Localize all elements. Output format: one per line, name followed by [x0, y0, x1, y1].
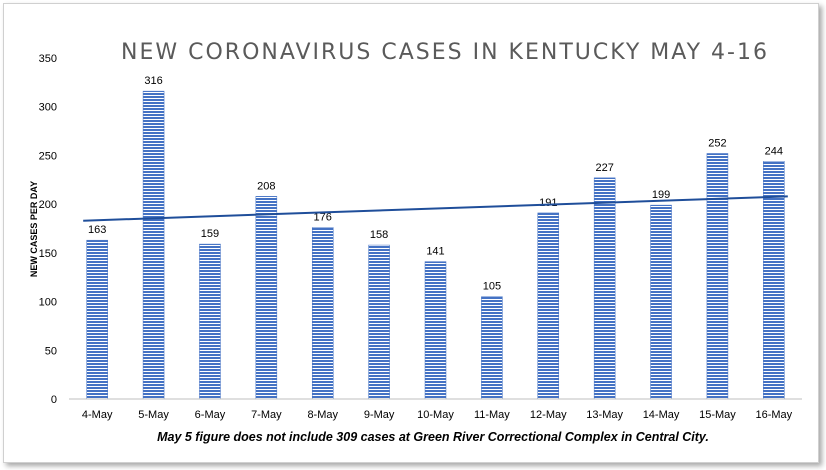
data-label: 141 — [426, 246, 444, 258]
bar — [368, 244, 390, 400]
x-tick-label: 9-May — [364, 409, 395, 421]
trendline — [83, 195, 788, 222]
y-tick-label: 0 — [51, 394, 57, 406]
x-tick-label: 11-May — [474, 409, 510, 421]
x-tick-label: 14-May — [643, 409, 680, 421]
bar — [481, 296, 503, 400]
data-label: 191 — [539, 197, 557, 209]
data-label: 208 — [257, 180, 275, 192]
x-tick-label: 15-May — [699, 409, 736, 421]
data-label: 199 — [652, 189, 670, 201]
data-label: 176 — [314, 212, 332, 224]
x-tick-label: 10-May — [417, 409, 454, 421]
chart-frame — [3, 3, 819, 463]
bar — [199, 243, 221, 400]
bar — [255, 196, 278, 400]
bar — [311, 227, 334, 400]
y-tick-label: 300 — [39, 102, 57, 114]
bar — [142, 90, 165, 400]
y-tick-label: 100 — [39, 297, 57, 309]
x-tick-label: 5-May — [138, 409, 169, 421]
bar — [706, 153, 729, 400]
chart-title: NEW CORONAVIRUS CASES IN KENTUCKY MAY 4-… — [121, 40, 769, 65]
x-tick-label: 16-May — [755, 409, 792, 421]
x-tick-label: 12-May — [530, 409, 567, 421]
data-label: 244 — [765, 145, 783, 157]
x-tick-label: 13-May — [586, 409, 623, 421]
bar — [424, 261, 447, 400]
data-label: 158 — [370, 229, 388, 241]
x-tick-label: 8-May — [307, 409, 338, 421]
data-label: 159 — [201, 228, 219, 240]
x-tick-label: 6-May — [195, 409, 226, 421]
y-tick-label: 200 — [39, 199, 57, 211]
data-label: 163 — [88, 224, 106, 236]
data-label: 316 — [144, 75, 162, 87]
bar — [86, 239, 108, 400]
data-label: 227 — [595, 162, 613, 174]
x-tick-label: 7-May — [251, 409, 282, 421]
y-tick-label: 150 — [39, 248, 57, 260]
bar — [650, 204, 672, 400]
y-axis-label: NEW CASES PER DAY — [29, 181, 39, 277]
y-tick-label: 50 — [45, 345, 57, 357]
y-tick-label: 350 — [39, 53, 57, 65]
bar — [593, 177, 616, 400]
footnote: May 5 figure does not include 309 cases … — [157, 430, 709, 444]
data-label: 252 — [708, 137, 726, 149]
bar — [537, 212, 560, 400]
x-tick-label: 4-May — [82, 409, 113, 421]
data-label: 105 — [483, 281, 501, 293]
y-tick-label: 250 — [39, 150, 57, 162]
